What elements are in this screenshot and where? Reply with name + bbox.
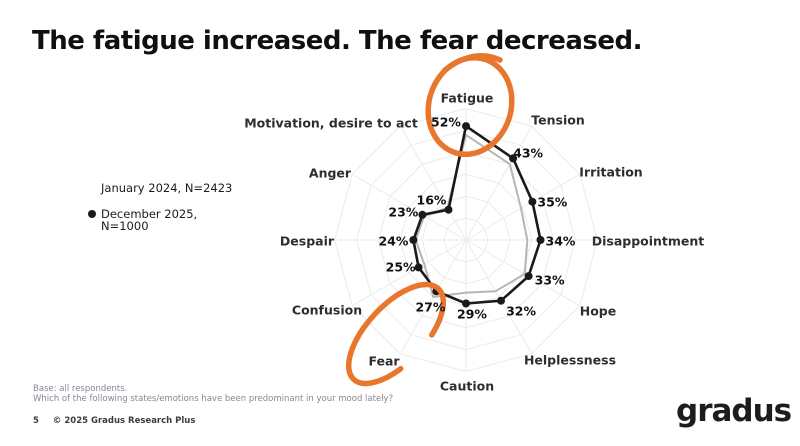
grid-spoke — [465, 125, 533, 241]
value-label-disappointment: 34% — [545, 233, 576, 249]
grid-spoke — [399, 125, 467, 241]
data-point-marker — [418, 210, 427, 219]
axis-label-despair: Despair — [279, 233, 335, 249]
grid-spoke — [465, 173, 581, 241]
value-label-caution: 29% — [457, 306, 487, 321]
data-point-marker — [462, 122, 470, 131]
data-point-marker — [536, 236, 545, 244]
value-label-fatigue: 52% — [431, 114, 461, 130]
page-number: 5 — [33, 416, 39, 426]
grid-spoke — [465, 239, 581, 307]
axis-label-fear: Fear — [368, 353, 400, 369]
axis-label-tension: Tension — [531, 112, 585, 128]
axis-label-helplessness: Helplessness — [523, 352, 617, 368]
logo-dot-icon — [794, 402, 800, 410]
grid-spoke — [351, 173, 467, 241]
value-label-helplessness: 32% — [506, 303, 536, 319]
data-point-marker — [497, 296, 505, 305]
question-note: Which of the following states/emotions h… — [33, 394, 394, 404]
highlight-circle-fatigue-icon — [425, 54, 515, 158]
value-label-tension: 43% — [513, 145, 544, 161]
axis-label-confusion: Confusion — [291, 302, 363, 318]
value-label-fear: 27% — [415, 299, 446, 315]
grid-spoke — [465, 239, 533, 355]
grid-spoke — [351, 239, 467, 307]
data-point-marker — [444, 205, 453, 214]
legend-label: January 2024, N=2423 — [101, 181, 233, 195]
axis-label-anger: Anger — [308, 165, 352, 181]
legend-item-january-2024: January 2024, N=2423 — [83, 182, 232, 194]
legend-label-line2: N=1000 — [101, 219, 149, 234]
value-label-hope: 33% — [534, 272, 565, 288]
value-label-despair: 24% — [378, 233, 409, 249]
data-point-marker — [409, 236, 418, 244]
axis-label-hope: Hope — [579, 303, 617, 319]
data-point-marker — [528, 197, 537, 206]
legend-item-december-2025: December 2025, N=1000 — [83, 208, 232, 232]
axis-label-irritation: Irritation — [579, 164, 643, 180]
copyright: © 2025 Gradus Research Plus — [52, 416, 196, 426]
value-label-motivation-desire-to-act: 16% — [416, 192, 447, 208]
highlight-circle-fear-icon — [345, 281, 447, 387]
legend-label: December 2025, — [101, 207, 198, 222]
axis-label-disappointment: Disappointment — [591, 233, 705, 249]
slide-title: The fatigue increased. The fear decrease… — [32, 26, 642, 56]
value-label-confusion: 25% — [385, 259, 416, 275]
axis-label-motivation-desire-to-act: Motivation, desire to act — [244, 115, 418, 131]
value-label-anger: 23% — [388, 204, 419, 220]
value-label-irritation: 35% — [537, 194, 568, 210]
highlight-circle-tail-icon — [442, 53, 503, 73]
chart-legend: January 2024, N=2423 December 2025, N=10… — [83, 182, 232, 246]
logo-text: gradus — [676, 393, 792, 429]
data-point-marker — [524, 272, 533, 281]
data-point-marker — [462, 299, 470, 308]
data-point-marker — [414, 263, 423, 272]
gradus-logo: gradus — [676, 396, 800, 427]
axis-label-caution: Caution — [439, 378, 495, 394]
data-point-marker — [509, 154, 518, 163]
axis-label-fatigue: Fatigue — [440, 90, 494, 106]
base-note: Base: all respondents. — [33, 384, 128, 394]
